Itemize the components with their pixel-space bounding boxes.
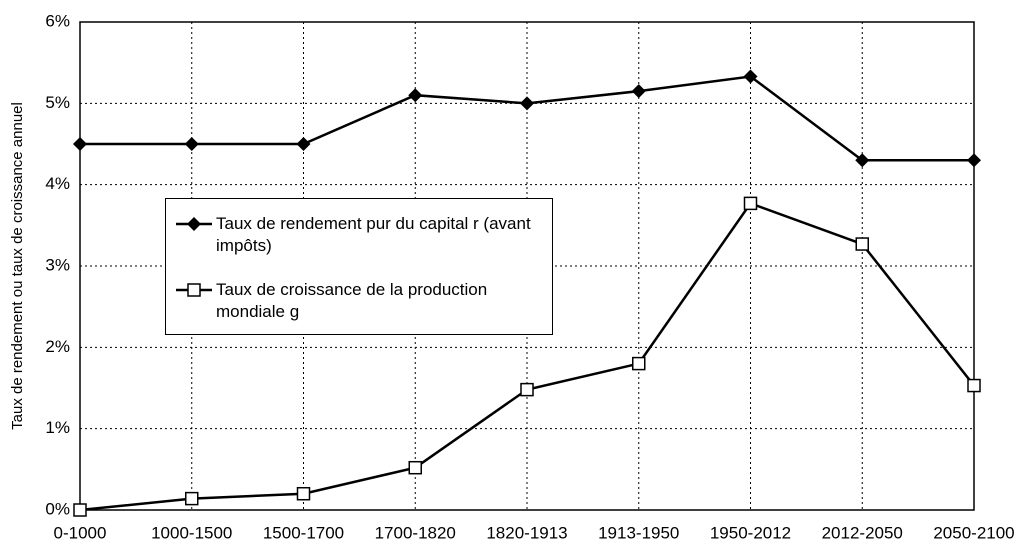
x-tick-label: 1820-1913: [486, 523, 567, 542]
plot-frame: [79, 21, 975, 511]
marker-diamond: [520, 96, 534, 111]
marker-diamond: [967, 153, 981, 168]
marker-square: [73, 503, 87, 517]
marker-diamond: [187, 217, 201, 231]
x-tick-label: 2012-2050: [822, 523, 903, 542]
legend-entry: Taux de rendement pur du capital r (avan…: [176, 213, 546, 257]
y-tick-label: 5%: [45, 93, 70, 112]
marker-square: [743, 196, 758, 211]
marker-diamond: [743, 69, 758, 84]
legend-entry: Taux de croissance de la production mond…: [176, 279, 546, 323]
y-tick-label: 0%: [45, 499, 70, 518]
marker-square: [967, 378, 981, 393]
x-tick-label: 1700-1820: [375, 523, 456, 542]
y-tick-label: 2%: [45, 337, 70, 356]
x-tick-label: 1950-2012: [710, 523, 791, 542]
marker-square: [296, 486, 311, 501]
marker-diamond: [184, 137, 199, 151]
x-tick-label: 1500-1700: [263, 523, 344, 542]
marker-square: [185, 491, 199, 506]
marker-diamond: [73, 137, 87, 151]
marker-square: [855, 237, 869, 251]
y-axis-label: Taux de rendement ou taux de croissance …: [9, 102, 26, 430]
marker-square: [520, 382, 534, 397]
marker-diamond: [855, 153, 870, 168]
marker-square: [408, 460, 422, 475]
legend-label: Taux de croissance de la production mond…: [216, 280, 488, 321]
y-tick-label: 3%: [45, 255, 70, 274]
y-tick-label: 4%: [45, 174, 70, 193]
marker-square: [632, 356, 646, 371]
marker-square: [187, 283, 201, 297]
x-tick-label: 0-1000: [54, 523, 107, 542]
y-tick-label: 6%: [45, 11, 70, 30]
x-tick-label: 1913-1950: [598, 523, 679, 542]
marker-diamond: [631, 84, 646, 99]
legend-label: Taux de rendement pur du capital r (avan…: [216, 214, 531, 255]
legend-swatch: [176, 283, 212, 297]
x-tick-label: 1000-1500: [151, 523, 232, 542]
marker-diamond: [296, 137, 311, 151]
y-tick-label: 1%: [45, 418, 70, 437]
x-tick-label: 2050-2100: [933, 523, 1014, 542]
legend-swatch: [176, 217, 212, 231]
marker-diamond: [408, 88, 423, 103]
legend: Taux de rendement pur du capital r (avan…: [165, 198, 553, 335]
